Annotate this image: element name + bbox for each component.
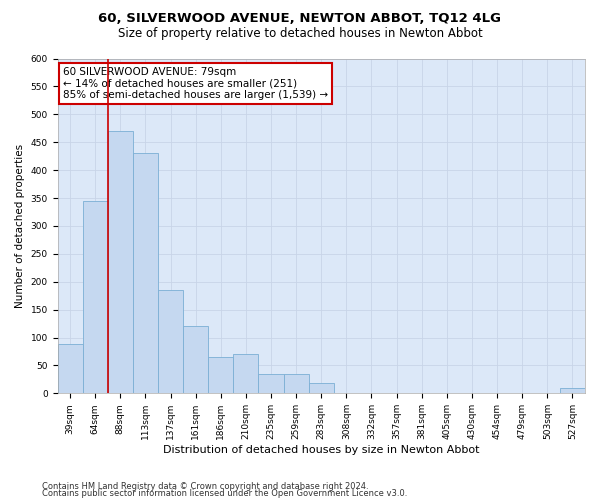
Bar <box>309 384 334 394</box>
Bar <box>133 154 158 394</box>
Bar <box>284 374 309 394</box>
Y-axis label: Number of detached properties: Number of detached properties <box>15 144 25 308</box>
Bar <box>208 357 233 394</box>
Text: Contains public sector information licensed under the Open Government Licence v3: Contains public sector information licen… <box>42 489 407 498</box>
Bar <box>233 354 259 394</box>
Bar <box>83 201 108 394</box>
Text: Contains HM Land Registry data © Crown copyright and database right 2024.: Contains HM Land Registry data © Crown c… <box>42 482 368 491</box>
Bar <box>108 131 133 394</box>
Text: Size of property relative to detached houses in Newton Abbot: Size of property relative to detached ho… <box>118 28 482 40</box>
X-axis label: Distribution of detached houses by size in Newton Abbot: Distribution of detached houses by size … <box>163 445 479 455</box>
Text: 60 SILVERWOOD AVENUE: 79sqm
← 14% of detached houses are smaller (251)
85% of se: 60 SILVERWOOD AVENUE: 79sqm ← 14% of det… <box>63 67 328 100</box>
Bar <box>183 326 208 394</box>
Bar <box>158 290 183 394</box>
Bar <box>560 388 585 394</box>
Bar <box>58 344 83 394</box>
Bar <box>259 374 284 394</box>
Text: 60, SILVERWOOD AVENUE, NEWTON ABBOT, TQ12 4LG: 60, SILVERWOOD AVENUE, NEWTON ABBOT, TQ1… <box>98 12 502 26</box>
